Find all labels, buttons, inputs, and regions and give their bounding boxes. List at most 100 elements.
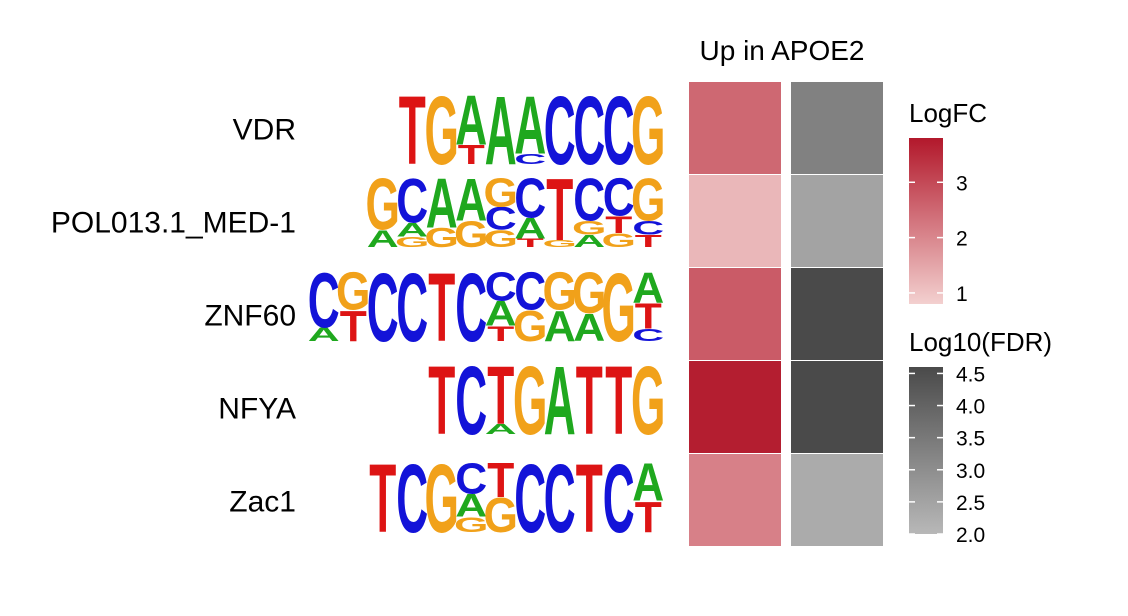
logo-letter-A: A (426, 165, 458, 243)
logo-letter-G: G (336, 261, 370, 321)
logfc-cell-Zac1 (689, 454, 781, 546)
logo-letter-T: T (458, 139, 486, 169)
logfc-cell-VDR (689, 82, 781, 174)
logo-letter-T: T (428, 346, 455, 455)
logo-letter-G: G (631, 346, 665, 455)
logo-letter-C: C (544, 444, 576, 553)
logo-letter-C: C (455, 253, 487, 362)
logo-letter-G: G (454, 513, 488, 536)
logo-letter-C: C (573, 167, 605, 234)
logo-letter-A: A (514, 212, 546, 245)
logo-letter-C: C (603, 444, 635, 553)
logo-letter-A: A (308, 324, 340, 346)
fdr-cell-NFYA (791, 361, 883, 453)
logo-letter-C: C (455, 455, 487, 504)
logo-letter-G: G (395, 234, 429, 250)
logo-letter-A: A (485, 76, 517, 185)
row-label: VDR (233, 114, 296, 147)
logo-letter-C: C (514, 166, 546, 230)
logo-letter-G: G (454, 213, 488, 255)
fdr-tick-label: 4.5 (956, 363, 985, 386)
legend-title-logfc: LogFC (909, 98, 987, 128)
logo-letter-G: G (425, 76, 459, 185)
legend-logfc: LogFC 1 2 3 (909, 98, 987, 306)
logo-letter-A: A (455, 82, 487, 160)
logo-letter-T: T (635, 232, 663, 251)
logo-letter-G: G (602, 253, 636, 362)
logo-letter-A: A (544, 302, 576, 351)
fdr-colorbar (909, 367, 943, 534)
chart-title: Up in APOE2 (700, 35, 865, 66)
logo-letter-T: T (487, 350, 514, 442)
logfc-colorbar (909, 138, 943, 304)
logfc-cell-POL013.1_MED-1 (689, 175, 781, 267)
logo-letter-G: G (543, 261, 577, 321)
logo-letter-C: C (485, 264, 517, 310)
logfc-cell-ZNF60 (689, 268, 781, 360)
row-label: Zac1 (229, 486, 296, 519)
logo-letter-A: A (485, 421, 517, 437)
row-label: NFYA (218, 393, 296, 426)
logo-letter-A: A (455, 167, 487, 234)
logo-letter-A: A (632, 452, 664, 512)
logo-letter-C: C (632, 326, 664, 345)
logo-letter-G: G (484, 170, 518, 216)
logfc-cell-NFYA (689, 361, 781, 453)
heatmap-cells (689, 82, 883, 546)
logo-letter-A: A (514, 80, 546, 172)
logo-letter-C: C (455, 346, 487, 455)
logo-letter-C: C (396, 444, 428, 553)
logo-letter-C: C (308, 258, 340, 344)
logo-letter-G: G (366, 163, 400, 245)
logo-letter-C: C (396, 253, 428, 362)
logo-letter-G: G (513, 346, 547, 455)
logo-letter-C: C (544, 76, 576, 185)
legend-title-fdr: Log10(FDR) (909, 327, 1052, 357)
legend-fdr: Log10(FDR) 2.0 2.5 3.0 3.5 4.0 4.5 (909, 327, 1052, 547)
logo-letter-C: C (514, 444, 546, 553)
fdr-cell-ZNF60 (791, 268, 883, 360)
logo-letter-A: A (455, 488, 487, 524)
fdr-cell-POL013.1_MED-1 (791, 175, 883, 267)
logo-letter-G: G (513, 302, 547, 351)
logo-letter-T: T (487, 453, 514, 507)
fdr-tick-label: 3.0 (956, 460, 985, 483)
logfc-tick-label: 2 (956, 228, 968, 251)
logo-letter-T: T (605, 211, 632, 238)
logo-letter-C: C (573, 76, 605, 185)
logo-letter-G: G (631, 167, 665, 234)
logo-letter-G: G (602, 230, 636, 252)
logo-letter-T: T (369, 444, 396, 553)
logo-letter-T: T (576, 346, 603, 455)
logo-letter-G: G (543, 238, 577, 249)
logo-letter-T: T (635, 493, 662, 542)
logo-letter-A: A (485, 295, 517, 334)
logo-letter-A: A (367, 225, 399, 252)
fdr-cell-VDR (791, 82, 883, 174)
fdr-tick-label: 4.0 (956, 396, 985, 419)
logo-letter-T: T (428, 253, 455, 362)
row-label: POL013.1_MED-1 (51, 207, 296, 240)
logo-letter-A: A (396, 219, 428, 241)
row-labels: VDR POL013.1_MED-1 ZNF60 NFYA Zac1 (51, 114, 296, 519)
logo-letter-C: C (514, 261, 546, 321)
logo-letter-T: T (399, 76, 426, 185)
logo-letter-G: G (425, 222, 459, 252)
fdr-tick-label: 2.5 (956, 492, 985, 515)
logo-letter-T: T (340, 302, 367, 351)
logo-letter-G: G (484, 225, 518, 252)
logo-letter-G: G (572, 217, 606, 239)
logo-letter-C: C (603, 167, 635, 227)
logo-letter-C: C (396, 164, 428, 236)
logo-letter-A: A (573, 232, 605, 251)
logo-letter-C: C (603, 76, 635, 185)
logo-letter-G: G (484, 488, 518, 542)
logo-letter-C: C (367, 253, 399, 362)
logo-letter-C: C (485, 201, 517, 237)
logo-letter-G: G (572, 261, 606, 326)
